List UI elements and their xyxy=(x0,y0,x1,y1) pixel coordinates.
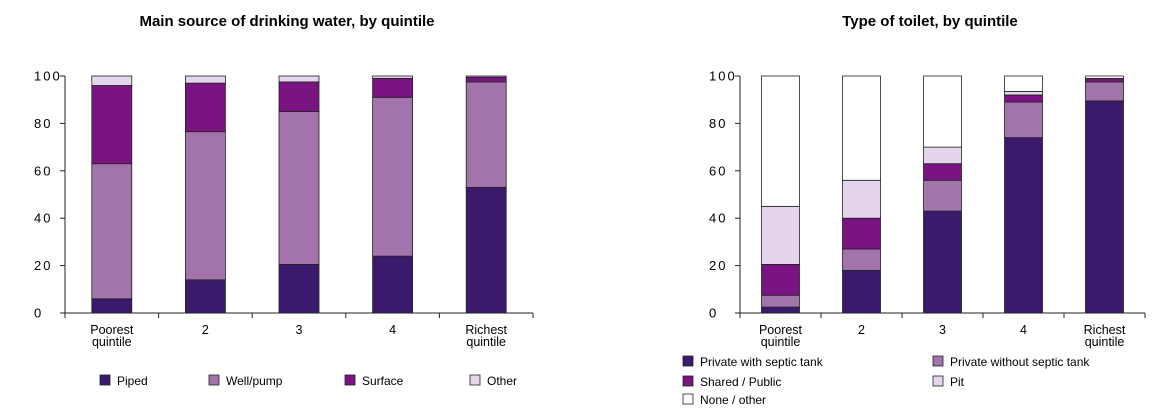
y-tick-label: 80 xyxy=(34,116,52,131)
legend-label: Well/pump xyxy=(226,374,283,388)
bar-segment-well-pump xyxy=(372,96,414,257)
legend-label: Pit xyxy=(950,375,965,389)
y-tick-label: 40 xyxy=(34,211,52,226)
bar-segment-none-other xyxy=(923,75,962,148)
bar-segment-none-other xyxy=(1085,75,1124,79)
legend-swatch xyxy=(99,374,111,386)
bar-segment-pit xyxy=(923,146,962,165)
bar-segment-other xyxy=(184,75,226,84)
bar-segment-shared-public xyxy=(842,217,881,250)
legend-swatch xyxy=(208,374,220,386)
bar-segment-surface xyxy=(184,82,226,133)
legend-label: Piped xyxy=(117,374,148,388)
bar-segment-other xyxy=(91,75,133,86)
category-label: 3 xyxy=(939,323,946,337)
legend-swatch xyxy=(932,375,944,387)
y-tick-label: 0 xyxy=(709,306,718,321)
category-label: Poorest quintile xyxy=(90,323,134,349)
y-tick-label: 60 xyxy=(34,163,52,178)
bar-segment-private-without-septic-tank xyxy=(923,179,962,212)
bar-segment-shared-public xyxy=(761,264,800,296)
bar-segment-none-other xyxy=(761,75,800,207)
chart-1: Main source of drinking water, by quinti… xyxy=(34,13,534,388)
bar-segment-private-with-septic-tank xyxy=(1085,100,1124,314)
legend-label: Surface xyxy=(362,374,404,388)
bar-segment-well-pump xyxy=(184,131,226,281)
category-label: Richest quintile xyxy=(465,323,507,349)
legend-label: Private with septic tank xyxy=(700,355,824,369)
category-label: Richest quintile xyxy=(1084,323,1126,349)
category-label: 2 xyxy=(858,323,865,337)
bar-segment-shared-public xyxy=(1004,94,1043,103)
bar-segment-pit xyxy=(761,205,800,265)
y-tick-label: 60 xyxy=(709,163,727,178)
y-tick-label: 0 xyxy=(34,306,43,321)
legend-label: None / other xyxy=(700,393,766,407)
category-label: 4 xyxy=(389,323,396,337)
category-label: 3 xyxy=(296,323,303,337)
y-tick-label: 100 xyxy=(709,69,737,84)
bar-segment-piped xyxy=(184,279,226,314)
y-tick-label: 20 xyxy=(34,258,52,273)
bar-segment-surface xyxy=(91,85,133,165)
y-tick-label: 20 xyxy=(709,258,727,273)
bar-segment-private-without-septic-tank xyxy=(1004,101,1043,139)
bar-segment-piped xyxy=(91,298,133,314)
bar-segment-private-with-septic-tank xyxy=(842,269,881,314)
legend-swatch xyxy=(344,374,356,386)
bar-segment-private-without-septic-tank xyxy=(842,248,881,271)
bar-segment-none-other xyxy=(842,75,881,181)
bar-segment-piped xyxy=(372,255,414,314)
bar-segment-private-without-septic-tank xyxy=(1085,81,1124,102)
bar-segment-none-other xyxy=(1004,75,1043,92)
bar-segment-well-pump xyxy=(465,81,507,188)
legend-swatch xyxy=(682,375,694,387)
category-label: Poorest quintile xyxy=(759,323,803,349)
chart-title: Main source of drinking water, by quinti… xyxy=(139,13,434,30)
chart-title: Type of toilet, by quintile xyxy=(842,13,1018,30)
legend-swatch xyxy=(932,355,944,367)
legend-swatch xyxy=(682,393,694,405)
bar-segment-other xyxy=(278,75,320,83)
y-tick-label: 80 xyxy=(709,116,727,131)
bar-segment-surface xyxy=(372,77,414,98)
bar-segment-other xyxy=(372,75,414,79)
legend-label: Shared / Public xyxy=(700,375,781,389)
bar-segment-shared-public xyxy=(1085,77,1124,83)
bar-segment-pit xyxy=(1004,91,1043,96)
bar-segment-private-without-septic-tank xyxy=(761,294,800,308)
bar-segment-piped xyxy=(278,264,320,314)
bar-segment-private-with-septic-tank xyxy=(923,210,962,314)
bar-segment-surface xyxy=(278,81,320,112)
bar-segment-surface xyxy=(465,76,507,83)
legend-swatch xyxy=(469,374,481,386)
bar-segment-shared-public xyxy=(923,163,962,181)
legend-label: Other xyxy=(487,374,517,388)
legend-label: Private without septic tank xyxy=(950,355,1090,369)
bar-segment-well-pump xyxy=(278,111,320,265)
legend-swatch xyxy=(682,355,694,367)
y-tick-label: 40 xyxy=(709,211,727,226)
chart-2: Type of toilet, by quintile 0 20 40 60 80 100 P… xyxy=(682,13,1146,407)
category-label: 2 xyxy=(202,323,209,337)
bar-segment-piped xyxy=(465,186,507,314)
bar-segment-well-pump xyxy=(91,163,133,300)
bar-segment-pit xyxy=(842,179,881,219)
y-tick-label: 100 xyxy=(34,69,62,84)
category-label: 4 xyxy=(1020,323,1027,337)
bar-segment-private-with-septic-tank xyxy=(1004,137,1043,314)
bar-segment-other xyxy=(465,75,507,78)
bar-segment-private-with-septic-tank xyxy=(761,306,800,314)
